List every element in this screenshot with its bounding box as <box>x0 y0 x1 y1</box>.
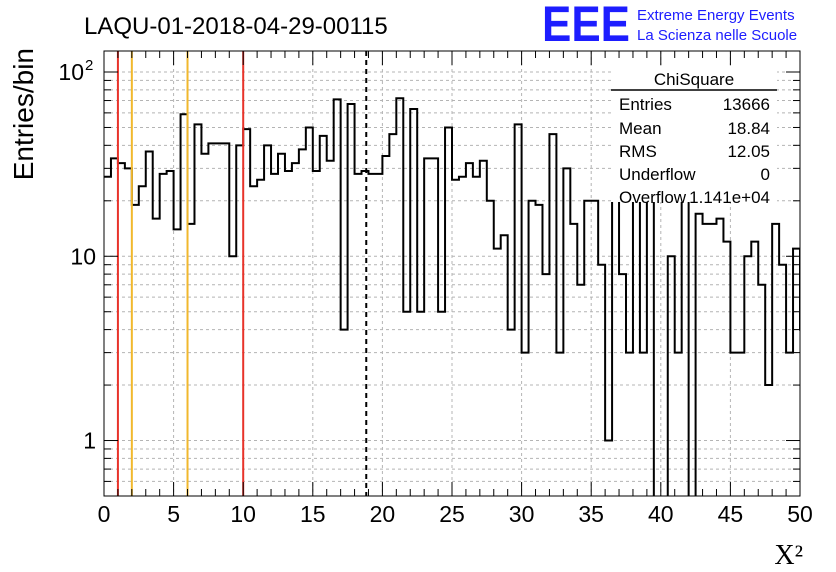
x-tick-label: 45 <box>718 501 744 527</box>
x-tick-label: 35 <box>578 501 604 527</box>
stats-value-overflow: 1.141e+04 <box>689 188 770 207</box>
y-tick-label: 10 <box>58 59 84 85</box>
y-tick-label: 10 <box>70 243 96 269</box>
stats-value-entries: 13666 <box>723 95 770 114</box>
x-tick-label: 30 <box>509 501 535 527</box>
x-tick-label: 40 <box>648 501 674 527</box>
axes-ticks <box>103 51 801 497</box>
stats-label-mean: Mean <box>619 119 662 138</box>
stats-value-underflow: 0 <box>761 165 770 184</box>
y-tick-label: 1 <box>83 428 96 454</box>
reference-lines <box>116 51 368 496</box>
stats-value-rms: 12.05 <box>727 142 770 161</box>
stats-label-entries: Entries <box>619 95 672 114</box>
stats-label-overflow: Overflow <box>619 188 687 207</box>
x-tick-label: 15 <box>300 501 326 527</box>
x-tick-label: 50 <box>787 501 813 527</box>
x-tick-labels: 0 5 10 15 20 25 30 35 40 45 50 <box>98 501 813 527</box>
stats-value-mean: 18.84 <box>727 119 770 138</box>
grid-lines <box>104 51 800 497</box>
x-tick-label: 10 <box>230 501 256 527</box>
x-tick-label: 25 <box>439 501 465 527</box>
eee-logo-line2: La Scienza nelle Scuole <box>637 27 797 44</box>
stats-label-rms: RMS <box>619 142 657 161</box>
chart-title: LAQU-01-2018-04-29-00115 <box>84 13 388 40</box>
x-tick-label: 20 <box>370 501 396 527</box>
x-tick-label: 5 <box>167 501 180 527</box>
stats-box: ChiSquare Entries 13666 Mean 18.84 RMS 1… <box>611 67 777 207</box>
eee-logo-letters: EEE <box>542 0 630 52</box>
y-tick-label-exponent: 2 <box>85 57 93 74</box>
x-tick-label: 0 <box>98 501 111 527</box>
eee-logo-line1: Extreme Energy Events <box>637 7 795 24</box>
stats-label-underflow: Underflow <box>619 165 696 184</box>
x-axis-label: X² <box>774 540 803 571</box>
eee-logo: EEE Extreme Energy Events La Scienza nel… <box>542 0 797 52</box>
stats-box-title: ChiSquare <box>654 70 734 89</box>
y-axis-label: Entries/bin <box>8 48 39 180</box>
